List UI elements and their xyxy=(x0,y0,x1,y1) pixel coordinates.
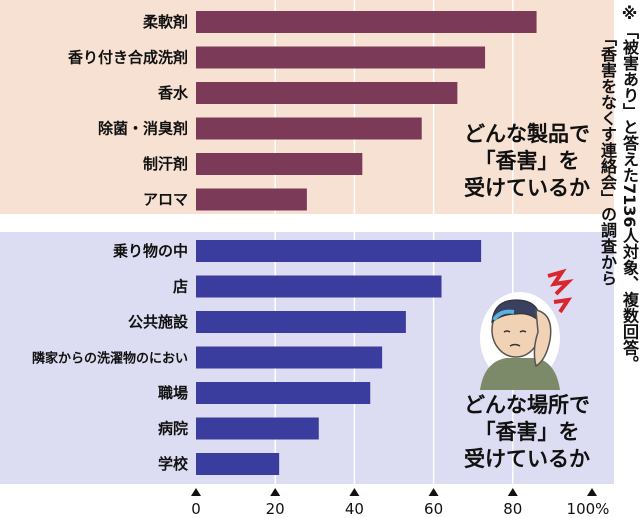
bar-0-1 xyxy=(196,46,486,69)
category-labels: 柔軟剤香り付き合成洗剤香水除菌・消臭剤制汗剤アロマ乗り物の中店公共施設隣家からの… xyxy=(32,13,189,473)
bar-1-1 xyxy=(196,275,442,298)
bars xyxy=(196,11,537,475)
category-label-0-3: 除菌・消臭剤 xyxy=(98,120,188,138)
places-panel-title-line1: どんな場所で xyxy=(464,393,590,417)
tick-label-4: 80 xyxy=(503,500,522,518)
tick-marker-1 xyxy=(270,488,281,496)
tick-marker-5 xyxy=(587,488,597,496)
headache-person-icon xyxy=(480,268,574,390)
tick-label-3: 60 xyxy=(424,500,443,518)
category-label-1-4: 職場 xyxy=(158,384,188,402)
bar-1-4 xyxy=(196,382,371,404)
products-panel-title-line1: どんな製品で xyxy=(464,122,590,146)
bar-0-4 xyxy=(196,153,363,175)
tick-label-1: 20 xyxy=(266,500,285,518)
tick-label-2: 40 xyxy=(345,500,364,518)
category-label-1-6: 学校 xyxy=(158,455,189,473)
x-axis: 0 20 40 60 80 100% xyxy=(191,488,609,518)
category-label-0-4: 制汗剤 xyxy=(143,155,188,173)
places-panel-title-line3: 受けているか xyxy=(464,447,590,471)
bar-1-6 xyxy=(196,453,280,475)
category-label-1-2: 公共施設 xyxy=(128,313,189,331)
bar-1-0 xyxy=(196,240,482,262)
category-label-0-1: 香り付き合成洗剤 xyxy=(68,49,188,67)
tick-label-0: 0 xyxy=(191,500,201,518)
bar-1-2 xyxy=(196,311,406,333)
bar-0-0 xyxy=(196,11,537,33)
category-label-1-1: 店 xyxy=(173,278,188,296)
category-label-0-5: アロマ xyxy=(143,191,188,209)
category-label-1-3: 隣家からの洗濯物のにおい xyxy=(32,351,188,367)
bar-0-5 xyxy=(196,188,307,211)
category-label-0-2: 香水 xyxy=(158,84,189,102)
bar-0-3 xyxy=(196,117,422,140)
places-panel-title-line2: 「香害」を xyxy=(475,420,580,444)
panel-products-background xyxy=(0,0,614,214)
products-panel-title-line2: 「香害」を xyxy=(475,149,580,173)
bar-1-3 xyxy=(196,346,383,369)
products-panel-title-line3: 受けているか xyxy=(464,176,590,200)
category-label-0-0: 柔軟剤 xyxy=(143,13,188,31)
survey-note-line1: ※「被害あり」と答えた7136人対象、複数回答。 xyxy=(620,4,639,372)
tick-marker-2 xyxy=(349,488,360,496)
tick-marker-3 xyxy=(428,488,439,496)
category-label-1-0: 乗り物の中 xyxy=(113,242,188,260)
survey-note-line2: 「香害をなくす連絡会」の調査から xyxy=(598,30,617,286)
tick-marker-4 xyxy=(507,488,518,496)
tick-label-5: 100% xyxy=(567,500,610,518)
bar-1-5 xyxy=(196,417,319,440)
bar-0-2 xyxy=(196,82,458,104)
category-label-1-5: 病院 xyxy=(158,420,188,438)
tick-marker-0 xyxy=(191,488,201,496)
